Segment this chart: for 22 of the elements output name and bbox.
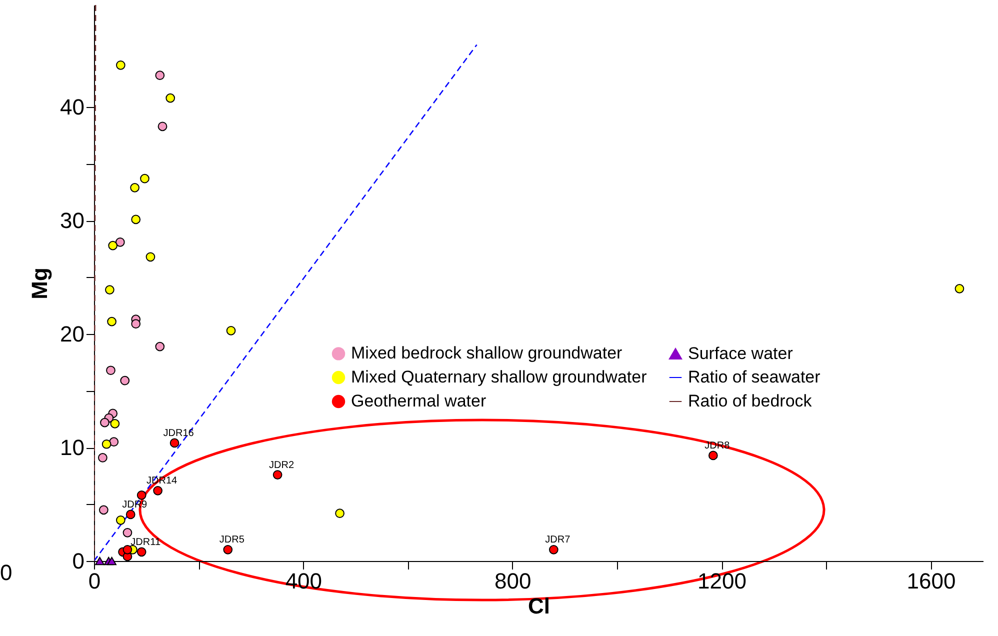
x-tick-label: 1200 xyxy=(698,568,747,594)
x-tick-label: 0 xyxy=(88,568,101,594)
legend-label: Mixed Quaternary shallow groundwater xyxy=(351,368,648,386)
annotation: JDR11 xyxy=(130,536,161,548)
legend-label: Ratio of bedrock xyxy=(688,392,812,410)
legend-label: Geothermal water xyxy=(351,392,486,410)
x-tick-label: 800 xyxy=(494,568,532,594)
annotation: JDR5 xyxy=(219,534,245,546)
x-tick-label: 1600 xyxy=(906,568,956,594)
y-tick-label: 30 xyxy=(60,208,84,234)
legend-label: Surface water xyxy=(688,344,794,363)
annotation: JDR7 xyxy=(545,534,571,546)
annotation: JDR16 xyxy=(163,428,194,439)
y-tick-label: 20 xyxy=(60,322,84,347)
legend-label: Ratio of seawater xyxy=(688,368,821,386)
y-tick-label: 10 xyxy=(60,435,84,460)
x-axis-title: Cl xyxy=(528,594,550,618)
y-axis-title: Mg xyxy=(27,268,52,300)
legend-label: Mixed bedrock shallow groundwater xyxy=(351,344,623,363)
y-tick-label: 0 xyxy=(72,548,84,574)
annotation: JDR2 xyxy=(269,460,294,471)
y-tick-label: 40 xyxy=(60,94,84,120)
